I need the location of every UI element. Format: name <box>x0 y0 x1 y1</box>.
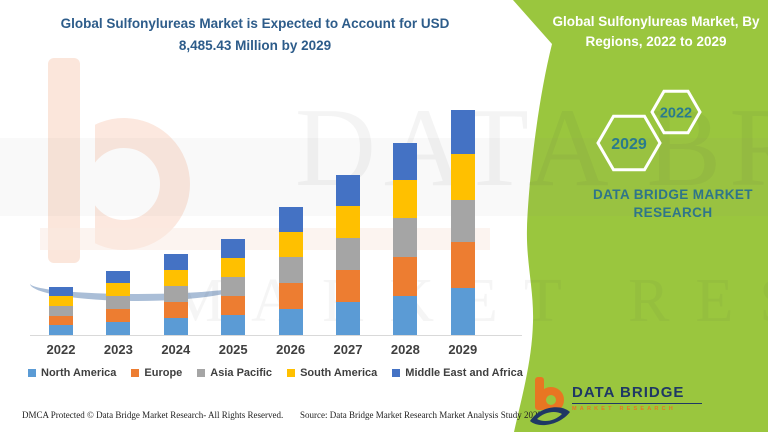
bar-segment-2023-north-america <box>106 321 131 335</box>
bar-segment-2023-south-america <box>106 283 131 297</box>
legend-label: Middle East and Africa <box>405 367 523 379</box>
brand-line2: RESEARCH <box>633 205 713 221</box>
x-tick-2023: 2023 <box>103 342 133 357</box>
bar-segment-2028-north-america <box>393 295 418 335</box>
legend-label: South America <box>300 367 378 379</box>
bar-segment-2024-north-america <box>163 318 188 335</box>
panel-title: Global Sulfonylureas Market, By Regions,… <box>552 14 760 50</box>
legend-marker <box>28 369 36 377</box>
bar-segment-2022-north-america <box>49 325 73 335</box>
bar-segment-2026-north-america <box>278 308 303 335</box>
hexagon-2029-year: 2029 <box>611 136 647 153</box>
bar-segment-2029-middle-east-and-africa <box>450 110 475 154</box>
stacked-bar-2023 <box>106 271 131 335</box>
brand-line1: DATA BRIDGE MARKET <box>593 187 753 202</box>
company-logo-icon <box>530 377 570 426</box>
legend-marker <box>392 369 401 377</box>
bar-segment-2024-europe <box>163 302 188 319</box>
legend-label: Asia Pacific <box>210 367 273 379</box>
bar-segment-2024-south-america <box>163 269 188 286</box>
x-axis-line <box>30 335 522 336</box>
brand-wordmark: DATA BRIDGE MARKET RESEARCH <box>580 186 766 222</box>
bar-segment-2025-asia-pacific <box>221 276 246 296</box>
bar-segment-2025-north-america <box>221 315 246 335</box>
bar-segment-2027-north-america <box>336 302 360 335</box>
legend-marker <box>131 369 140 377</box>
bar-segment-2022-asia-pacific <box>49 305 73 316</box>
bar-segment-2026-europe <box>278 283 303 309</box>
bar-segment-2028-south-america <box>393 180 418 219</box>
hexagon-2022-outline <box>650 89 702 135</box>
bar-segment-2025-south-america <box>221 257 246 277</box>
x-tick-2024: 2024 <box>161 342 191 357</box>
bar-segment-2026-asia-pacific <box>278 257 303 283</box>
chart-title: Global Sulfonylureas Market is Expected … <box>60 16 450 53</box>
legend-marker <box>287 369 296 377</box>
bar-segment-2023-europe <box>106 308 131 322</box>
stacked-bar-2028 <box>393 143 418 335</box>
bar-segment-2024-asia-pacific <box>163 285 188 303</box>
hexagon-2022-year: 2022 <box>660 106 692 122</box>
bar-segment-2027-middle-east-and-africa <box>336 175 360 207</box>
legend-label: North America <box>41 367 117 379</box>
legend-label: Europe <box>144 367 183 379</box>
bar-segment-2023-middle-east-and-africa <box>106 271 131 284</box>
chart-legend: North America Europe Asia Pacific South Ame… <box>28 367 528 379</box>
legend-item-middle-east-and-africa: Middle East and Africa <box>392 367 523 379</box>
bar-segment-2027-europe <box>336 269 360 303</box>
company-logo-name: DATA BRIDGE <box>572 384 702 404</box>
stacked-bar-2024 <box>163 254 188 335</box>
bar-segment-2029-south-america <box>450 153 475 200</box>
bar-segment-2029-north-america <box>450 288 475 335</box>
x-tick-2028: 2028 <box>390 342 420 357</box>
company-logo-text: DATA BRIDGE MARKET RESEARCH <box>572 384 702 412</box>
copyright-text: DMCA Protected © Data Bridge Market Rese… <box>22 410 284 420</box>
x-tick-2022: 2022 <box>46 342 76 357</box>
bar-segment-2023-asia-pacific <box>106 296 131 309</box>
legend-marker <box>197 369 206 377</box>
bar-segment-2022-middle-east-and-africa <box>49 287 73 297</box>
bar-segment-2024-middle-east-and-africa <box>163 254 188 270</box>
bar-segment-2022-europe <box>49 315 73 326</box>
bar-segment-2025-europe <box>221 295 246 316</box>
legend-item-north-america: North America <box>28 367 116 379</box>
source-text: Source: Data Bridge Market Research Mark… <box>300 410 542 420</box>
legend-item-asia-pacific: Asia Pacific <box>197 367 272 379</box>
stacked-bar-2022 <box>49 287 73 335</box>
x-tick-2029: 2029 <box>448 342 478 357</box>
bar-segment-2028-middle-east-and-africa <box>393 143 418 181</box>
stacked-bar-2025 <box>221 239 246 335</box>
bar-segment-2022-south-america <box>49 296 73 306</box>
hexagon-2029-outline <box>596 114 662 172</box>
company-logo-subtitle: MARKET RESEARCH <box>572 406 676 412</box>
bar-segment-2026-middle-east-and-africa <box>278 207 303 232</box>
legend-item-south-america: South America <box>287 367 377 379</box>
x-tick-2025: 2025 <box>218 342 248 357</box>
legend-item-europe: Europe <box>131 367 182 379</box>
bar-segment-2028-europe <box>393 256 418 296</box>
x-tick-2026: 2026 <box>276 342 306 357</box>
x-tick-2027: 2027 <box>333 342 363 357</box>
